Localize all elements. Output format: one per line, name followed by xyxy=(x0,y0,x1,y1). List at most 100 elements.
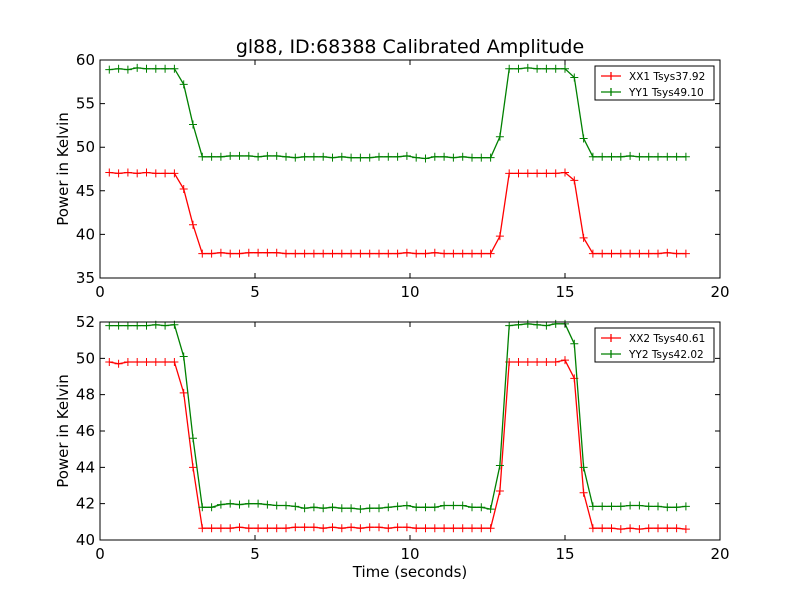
data-point-marker xyxy=(309,523,318,532)
data-point-marker xyxy=(328,249,337,258)
data-point-marker xyxy=(477,153,486,162)
data-point-marker xyxy=(244,248,253,257)
data-point-marker xyxy=(579,134,588,143)
data-point-marker xyxy=(226,499,235,508)
data-point-marker xyxy=(495,486,504,495)
data-point-marker xyxy=(207,524,216,533)
legend-swatch xyxy=(601,350,621,358)
data-point-marker xyxy=(114,169,123,178)
data-point-marker xyxy=(514,357,523,366)
data-point-marker xyxy=(654,249,662,258)
data-point-marker xyxy=(626,524,635,533)
data-point-marker xyxy=(477,503,486,512)
data-point-marker xyxy=(161,357,170,366)
data-point-marker xyxy=(142,64,151,73)
data-point-marker xyxy=(263,524,272,533)
data-point-marker xyxy=(189,463,197,472)
data-point-marker xyxy=(291,523,300,532)
data-point-marker xyxy=(216,500,225,509)
data-point-marker xyxy=(570,176,579,185)
data-point-marker xyxy=(598,502,607,511)
data-point-marker xyxy=(449,153,458,162)
data-point-marker xyxy=(328,523,337,532)
data-point-marker xyxy=(616,525,625,534)
data-point-marker xyxy=(207,503,216,512)
data-point-marker xyxy=(421,524,430,533)
data-point-marker xyxy=(505,321,514,330)
data-point-marker xyxy=(588,152,597,161)
data-point-marker xyxy=(412,153,421,162)
data-point-marker xyxy=(681,249,690,258)
data-point-marker xyxy=(598,152,607,161)
data-point-marker xyxy=(151,64,160,73)
data-point-marker xyxy=(523,357,532,366)
data-point-marker xyxy=(654,524,662,533)
data-point-marker xyxy=(337,504,346,513)
y-tick-label: 55 xyxy=(76,95,95,113)
data-point-marker xyxy=(579,233,588,242)
data-point-marker xyxy=(672,152,681,161)
data-point-marker xyxy=(356,153,365,162)
data-point-marker xyxy=(616,502,625,511)
data-point-marker xyxy=(282,501,290,510)
data-point-marker xyxy=(533,357,542,366)
data-point-marker xyxy=(272,524,281,533)
x-tick-label: 15 xyxy=(555,545,574,563)
data-point-marker xyxy=(375,249,383,258)
data-point-marker xyxy=(300,504,309,513)
data-point-marker xyxy=(179,185,188,194)
x-tick-label: 10 xyxy=(400,545,419,563)
data-point-marker xyxy=(505,64,514,73)
data-point-marker xyxy=(189,120,197,129)
data-point-marker xyxy=(440,501,449,510)
data-point-marker xyxy=(328,503,337,512)
data-point-marker xyxy=(151,169,160,178)
y-axis-label: Power in Kelvin xyxy=(54,112,72,226)
data-point-marker xyxy=(337,152,346,161)
data-point-marker xyxy=(635,152,644,161)
data-point-marker xyxy=(598,524,607,533)
data-point-marker xyxy=(430,248,439,257)
data-point-marker xyxy=(161,64,170,73)
data-point-marker xyxy=(114,64,123,73)
data-point-marker xyxy=(291,249,300,258)
data-point-marker xyxy=(179,80,188,89)
chart-title: gl88, ID:68388 Calibrated Amplitude xyxy=(236,36,584,58)
data-point-marker xyxy=(142,168,151,177)
data-point-marker xyxy=(523,169,532,178)
data-point-marker xyxy=(430,524,439,533)
data-point-marker xyxy=(495,132,504,141)
data-point-marker xyxy=(254,152,263,161)
data-point-marker xyxy=(440,249,449,258)
data-point-marker xyxy=(654,502,662,511)
y-tick-label: 50 xyxy=(76,138,95,156)
x-tick-label: 10 xyxy=(400,283,419,301)
data-point-marker xyxy=(198,152,207,161)
data-point-marker xyxy=(216,152,225,161)
data-point-marker xyxy=(133,321,142,330)
data-point-marker xyxy=(105,357,114,366)
data-point-marker xyxy=(486,505,495,514)
data-point-marker xyxy=(300,249,309,258)
data-point-marker xyxy=(393,523,402,532)
data-point-marker xyxy=(579,488,588,497)
data-point-marker xyxy=(365,153,374,162)
data-point-marker xyxy=(300,152,309,161)
data-point-marker xyxy=(365,249,374,258)
data-point-marker xyxy=(309,503,318,512)
data-point-marker xyxy=(663,503,672,512)
data-point-marker xyxy=(365,504,374,513)
data-point-marker xyxy=(421,249,430,258)
data-point-marker xyxy=(189,434,197,443)
data-point-marker xyxy=(365,523,374,532)
x-axis-label: Time (seconds) xyxy=(352,563,468,581)
data-point-marker xyxy=(254,499,263,508)
data-point-marker xyxy=(402,248,411,257)
data-point-marker xyxy=(356,249,365,258)
legend-label: YY1 Tsys49.10 xyxy=(628,87,704,99)
data-point-marker xyxy=(644,524,653,533)
data-point-marker xyxy=(412,249,421,258)
y-tick-label: 40 xyxy=(76,531,95,549)
data-point-marker xyxy=(644,502,653,511)
